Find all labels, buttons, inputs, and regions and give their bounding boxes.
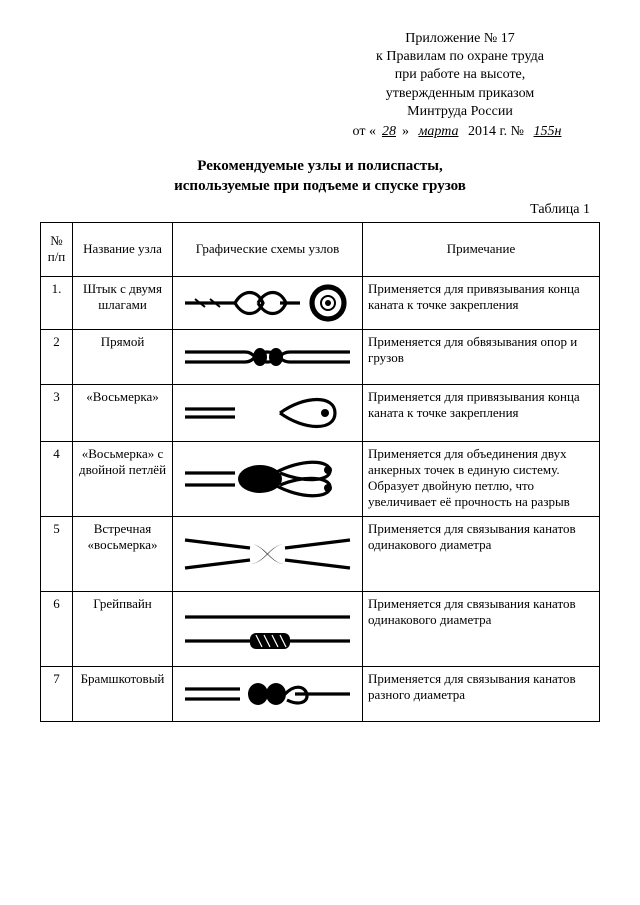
table-row: 6 Грейпвайн Применяется для связывания к…: [41, 591, 600, 666]
table-row: 7 Брамшкотовый Применяется для связывани…: [41, 666, 600, 721]
appendix-line: Приложение № 17: [320, 30, 600, 48]
table-row: 3 «Восьмерка» Применяется для привязыван…: [41, 384, 600, 441]
cell-diagram: [173, 384, 363, 441]
cell-name: Брамшкотовый: [73, 666, 173, 721]
table-header-row: № п/п Название узла Графические схемы уз…: [41, 223, 600, 277]
date-year-prefix: 2014 г. №: [464, 124, 527, 139]
date-day: 28: [376, 124, 402, 139]
cell-diagram: [173, 516, 363, 591]
cell-note: Применяется для привязывания конца канат…: [363, 384, 600, 441]
appendix-date-line: от «28» марта 2014 г. № 155н: [320, 123, 600, 141]
table-row: 1. Штык с двумя шлагами Применяется для …: [41, 276, 600, 329]
cell-note: Применяется для связывания канатов одина…: [363, 591, 600, 666]
col-name: Название узла: [73, 223, 173, 277]
cell-diagram: [173, 329, 363, 384]
cell-name: «Восьмерка» с двойной петлёй: [73, 441, 173, 516]
cell-note: Применяется для объединения двух анкерны…: [363, 441, 600, 516]
cell-note: Применяется для привязывания конца канат…: [363, 276, 600, 329]
table-row: 2 Прямой Применяется для обвязывания опо…: [41, 329, 600, 384]
cell-num: 3: [41, 384, 73, 441]
date-month: марта: [412, 124, 464, 139]
cell-num: 6: [41, 591, 73, 666]
page-title: Рекомендуемые узлы и полиспасты, использ…: [70, 157, 570, 196]
date-mid: »: [402, 124, 413, 139]
cell-num: 2: [41, 329, 73, 384]
cell-diagram: [173, 276, 363, 329]
knots-table: № п/п Название узла Графические схемы уз…: [40, 222, 600, 722]
title-line1: Рекомендуемые узлы и полиспасты,: [197, 158, 443, 174]
cell-note: Применяется для обвязывания опор и грузо…: [363, 329, 600, 384]
cell-note: Применяется для связывания канатов одина…: [363, 516, 600, 591]
appendix-line: Минтруда России: [320, 103, 600, 121]
cell-diagram: [173, 441, 363, 516]
cell-note: Применяется для связывания канатов разно…: [363, 666, 600, 721]
appendix-line: при работе на высоте,: [320, 66, 600, 84]
cell-diagram: [173, 591, 363, 666]
cell-num: 5: [41, 516, 73, 591]
cell-name: Встречная «восьмерка»: [73, 516, 173, 591]
col-diagram: Графические схемы узлов: [173, 223, 363, 277]
cell-name: «Восьмерка»: [73, 384, 173, 441]
table-row: 4 «Восьмерка» с двойной петлёй Применяет…: [41, 441, 600, 516]
col-note: Примечание: [363, 223, 600, 277]
table-label: Таблица 1: [40, 202, 590, 218]
cell-name: Прямой: [73, 329, 173, 384]
date-prefix: от «: [353, 124, 376, 139]
cell-diagram: [173, 666, 363, 721]
col-num: № п/п: [41, 223, 73, 277]
cell-num: 1.: [41, 276, 73, 329]
cell-name: Грейпвайн: [73, 591, 173, 666]
table-row: 5 Встречная «восьмерка» Применяется для …: [41, 516, 600, 591]
cell-num: 4: [41, 441, 73, 516]
cell-num: 7: [41, 666, 73, 721]
cell-name: Штык с двумя шлагами: [73, 276, 173, 329]
appendix-line: к Правилам по охране труда: [320, 48, 600, 66]
appendix-block: Приложение № 17 к Правилам по охране тру…: [320, 30, 600, 141]
title-line2: используемые при подъеме и спуске грузов: [174, 178, 466, 194]
doc-number: 155н: [528, 124, 568, 139]
appendix-line: утвержденным приказом: [320, 85, 600, 103]
